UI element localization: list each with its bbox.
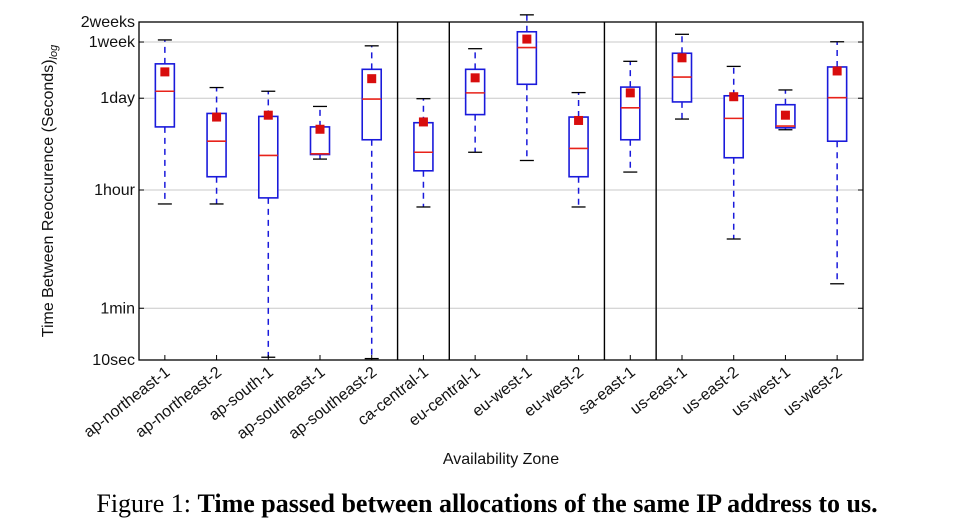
y-tick-label: 1week (89, 34, 136, 51)
x-tick-label: us-east-1 (627, 364, 690, 419)
box-iqr (464, 68, 486, 116)
box-ap-southeast-1 (309, 105, 331, 160)
mean-marker (625, 88, 635, 98)
boxes (154, 14, 848, 360)
box-iqr (826, 66, 848, 143)
mean-marker (574, 115, 584, 125)
mean-marker (677, 53, 687, 63)
caption-prefix: Figure 1: (96, 489, 198, 518)
box-iqr (206, 112, 227, 178)
grid-lines (139, 21, 863, 361)
mean-marker (315, 124, 325, 134)
box-ca-central-1 (413, 98, 434, 208)
box-ap-northeast-2 (206, 86, 227, 205)
mean-marker (418, 117, 428, 127)
box-eu-west-1 (516, 14, 538, 162)
box-ap-southeast-2 (361, 45, 383, 360)
box-iqr (723, 94, 745, 159)
box-us-east-1 (671, 33, 693, 120)
box-us-west-2 (826, 41, 848, 285)
box-iqr (413, 121, 434, 172)
y-axis-ticks: 10sec 1min 1hour 1day 1week 2weeks (81, 14, 863, 369)
box-iqr (516, 30, 538, 86)
box-iqr (154, 63, 176, 128)
box-eu-west-2 (568, 91, 589, 208)
box-us-east-2 (723, 65, 745, 240)
box-eu-central-1 (464, 48, 486, 153)
mean-marker (367, 74, 377, 84)
x-tick-label: us-west-2 (780, 364, 845, 420)
x-tick-label: ap-northeast-1 (81, 364, 174, 442)
box-plot-chart: 10sec 1min 1hour 1day 1week 2weeks ap-northea… (40, 14, 864, 468)
x-tick-label: ap-southeast-2 (286, 364, 381, 443)
box-iqr (257, 115, 279, 199)
mean-marker (522, 34, 532, 44)
mean-marker (212, 112, 222, 122)
figure-caption: Figure 1: Time passed between allocation… (0, 489, 974, 519)
y-tick-label: 1hour (94, 182, 136, 199)
mean-marker (470, 73, 480, 83)
box-us-west-1 (775, 89, 796, 131)
x-axis-labels: ap-northeast-1ap-northeast-2ap-south-1ap… (81, 355, 846, 443)
y-axis-title: Time Between Reoccurence (Seconds)log (40, 44, 60, 337)
mean-marker (780, 110, 790, 120)
x-tick-label: sa-east-1 (576, 364, 639, 419)
box-ap-south-1 (257, 90, 279, 358)
box-iqr (568, 116, 589, 178)
y-axis-title-subscript: log (48, 44, 60, 60)
box-ap-northeast-1 (154, 39, 176, 205)
x-tick-label: ap-northeast-2 (133, 364, 226, 442)
mean-marker (832, 66, 842, 76)
mean-marker (263, 110, 273, 120)
y-tick-label: 10sec (92, 352, 135, 369)
x-tick-label: ap-southeast-1 (234, 364, 329, 443)
x-axis-title: Availability Zone (443, 451, 559, 468)
plot-frame (138, 21, 864, 361)
caption-text: Time passed between allocations of the s… (197, 489, 878, 518)
y-tick-label: 2weeks (81, 14, 135, 31)
y-tick-label: 1min (100, 300, 135, 317)
group-separators (396, 22, 657, 360)
box-iqr (361, 68, 383, 141)
box-sa-east-1 (619, 60, 641, 173)
box-iqr (619, 86, 641, 141)
y-tick-label: 1day (100, 90, 135, 107)
mean-marker (160, 67, 170, 77)
y-axis-title-main: Time Between Reoccurence (Seconds) (40, 59, 57, 337)
mean-marker (729, 92, 739, 102)
